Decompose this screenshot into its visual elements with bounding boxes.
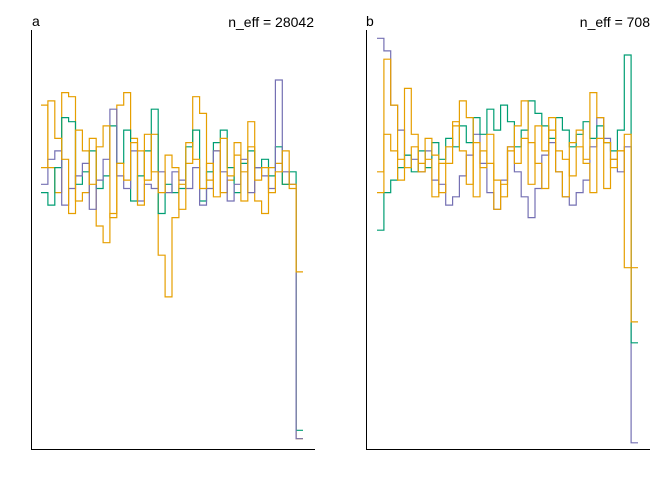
panel-a: a n_eff = 28042: [31, 13, 315, 450]
trace-line-a-4: [41, 100, 303, 273]
panel-b-label: b: [366, 13, 374, 29]
panel-a-neff-annotation: n_eff = 28042: [228, 14, 314, 30]
panel-b-traces: [377, 37, 638, 444]
panel-b-axes: [366, 30, 650, 450]
panel-b: b n_eff = 708: [366, 13, 650, 450]
trace-line-b-2: [377, 54, 638, 344]
trace-line-b-4: [377, 58, 638, 323]
panel-a-axes: [31, 30, 315, 450]
panel-a-label: a: [32, 13, 40, 29]
trace-line-a-1: [41, 92, 303, 440]
trace-line-a-3: [41, 79, 303, 440]
panel-b-neff-annotation: n_eff = 708: [580, 14, 650, 30]
trace-line-b-1: [377, 37, 638, 444]
panel-a-traces: [41, 79, 303, 440]
